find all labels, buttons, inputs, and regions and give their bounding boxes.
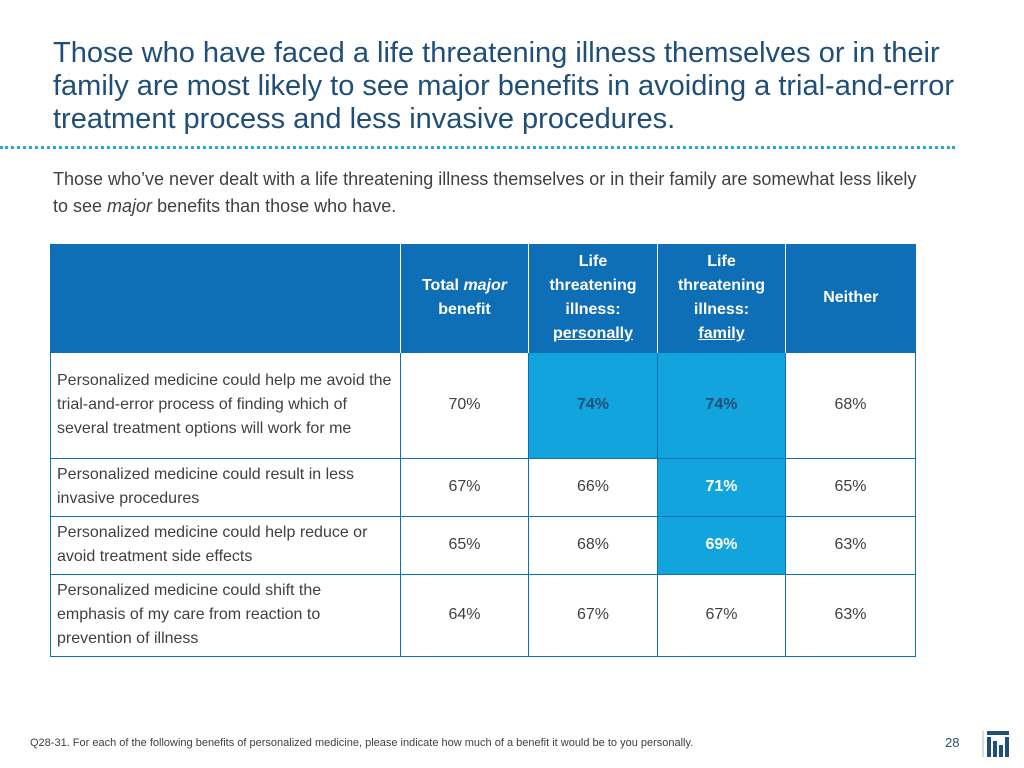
- cell-total: 70%: [400, 351, 529, 459]
- cell-total: 65%: [400, 515, 529, 575]
- cell-personal: 68%: [528, 515, 658, 575]
- header-text: threatening: [549, 276, 637, 294]
- table-row: Personalized medicine could result in le…: [50, 457, 916, 517]
- dotted-divider: [0, 146, 955, 149]
- slide-subtitle: Those who’ve never dealt with a life thr…: [53, 166, 933, 220]
- header-illness-family: Life threatening illness: family: [657, 244, 786, 352]
- header-illness-personally: Life threatening illness: personally: [528, 244, 658, 352]
- header-total-suffix: benefit: [438, 300, 491, 318]
- subtitle-text-before: Those who’ve never dealt with a life thr…: [53, 169, 917, 216]
- table-row: Personalized medicine could help reduce …: [50, 515, 916, 575]
- header-neither: Neither: [785, 244, 916, 352]
- footnote: Q28-31. For each of the following benefi…: [30, 737, 694, 749]
- table-row: Personalized medicine could help me avoi…: [50, 351, 916, 459]
- header-total-emphasis: major: [463, 276, 508, 294]
- cell-personal: 66%: [528, 457, 658, 517]
- table-row: Personalized medicine could shift the em…: [50, 573, 916, 657]
- row-label: Personalized medicine could shift the em…: [50, 573, 401, 657]
- header-text: threatening: [677, 276, 766, 294]
- cell-total: 67%: [400, 457, 529, 517]
- header-text: illness:: [565, 300, 621, 318]
- cell-neither: 65%: [785, 457, 916, 517]
- table-header-row: Total major benefit Life threatening ill…: [50, 244, 916, 352]
- header-text: family: [698, 324, 745, 342]
- row-label: Personalized medicine could result in le…: [50, 457, 401, 517]
- row-label: Personalized medicine could help me avoi…: [50, 351, 401, 459]
- header-text: illness:: [693, 300, 750, 318]
- slide-title: Those who have faced a life threatening …: [53, 37, 954, 135]
- page-number: 28: [945, 735, 960, 750]
- cell-neither: 68%: [785, 351, 916, 459]
- cell-neither: 63%: [785, 515, 916, 575]
- cell-total: 64%: [400, 573, 529, 657]
- header-label-cell: [50, 244, 401, 352]
- cell-family-highlight: 71%: [657, 457, 786, 517]
- header-total-prefix: Total: [421, 276, 464, 294]
- cell-personal: 67%: [528, 573, 658, 657]
- subtitle-text-after: benefits than those who have.: [152, 196, 397, 216]
- benefits-table: Total major benefit Life threatening ill…: [50, 244, 916, 657]
- cell-family: 67%: [657, 573, 786, 657]
- header-text: Life: [578, 252, 608, 270]
- cell-family-highlight: 74%: [657, 351, 786, 459]
- cell-personal-highlight: 74%: [528, 351, 658, 459]
- row-label: Personalized medicine could help reduce …: [50, 515, 401, 575]
- header-text: Life: [707, 252, 736, 270]
- header-text: personally: [552, 324, 634, 342]
- company-logo-icon: [982, 731, 1009, 757]
- subtitle-emphasis: major: [107, 196, 153, 216]
- cell-neither: 63%: [785, 573, 916, 657]
- header-total-major-benefit: Total major benefit: [400, 244, 529, 352]
- cell-family-highlight: 69%: [657, 515, 786, 575]
